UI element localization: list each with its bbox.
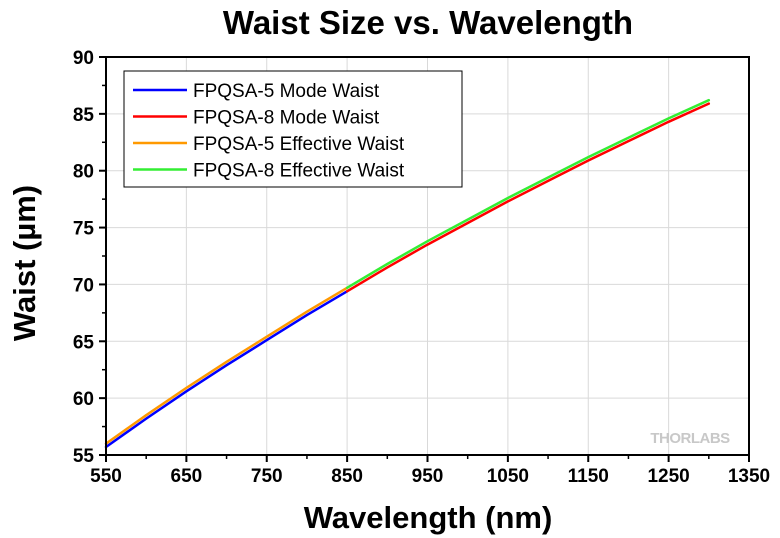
x-tick-label: 750 [251, 466, 283, 487]
series-layer [104, 98, 711, 449]
y-tick-label: 55 [73, 446, 95, 467]
series-line-4 [345, 98, 711, 290]
y-tick-label: 90 [73, 48, 94, 69]
axis-ticks: 550 650 750 850 950 1050 1150 1250 1350 55 60 65 70 7… [73, 48, 770, 487]
y-tick-label: 70 [73, 275, 94, 296]
y-tick-label: 60 [73, 389, 94, 410]
x-tick-label: 950 [412, 466, 444, 487]
chart-title: Waist Size vs. Wavelength [223, 4, 633, 41]
y-tick-label: 80 [73, 162, 94, 183]
x-tick-label: 1350 [728, 466, 770, 487]
series-line-3 [104, 286, 349, 445]
y-tick-label: 65 [73, 332, 95, 353]
y-axis-title: Waist (µm) [7, 185, 42, 341]
x-axis-title: Wavelength (nm) [304, 500, 553, 535]
legend-label: FPQSA-5 Mode Waist [193, 81, 380, 102]
legend: FPQSA-5 Mode Waist FPQSA-8 Mode Waist FPQS… [123, 70, 463, 188]
legend-label: FPQSA-5 Effective Waist [193, 134, 405, 155]
x-tick-label: 1150 [568, 466, 609, 487]
x-tick-label: 1050 [487, 466, 529, 487]
series-line-1 [104, 290, 349, 449]
x-tick-label: 650 [171, 466, 203, 487]
x-tick-label: 1250 [647, 466, 689, 487]
x-tick-label: 850 [331, 466, 363, 487]
series-line-2 [345, 102, 711, 293]
legend-label: FPQSA-8 Mode Waist [193, 108, 380, 129]
legend-label: FPQSA-8 Effective Waist [193, 161, 405, 182]
y-tick-label: 75 [73, 219, 95, 240]
watermark-logo: THORLABS [650, 430, 730, 447]
y-tick-label: 85 [73, 105, 95, 126]
x-tick-label: 550 [90, 466, 122, 487]
